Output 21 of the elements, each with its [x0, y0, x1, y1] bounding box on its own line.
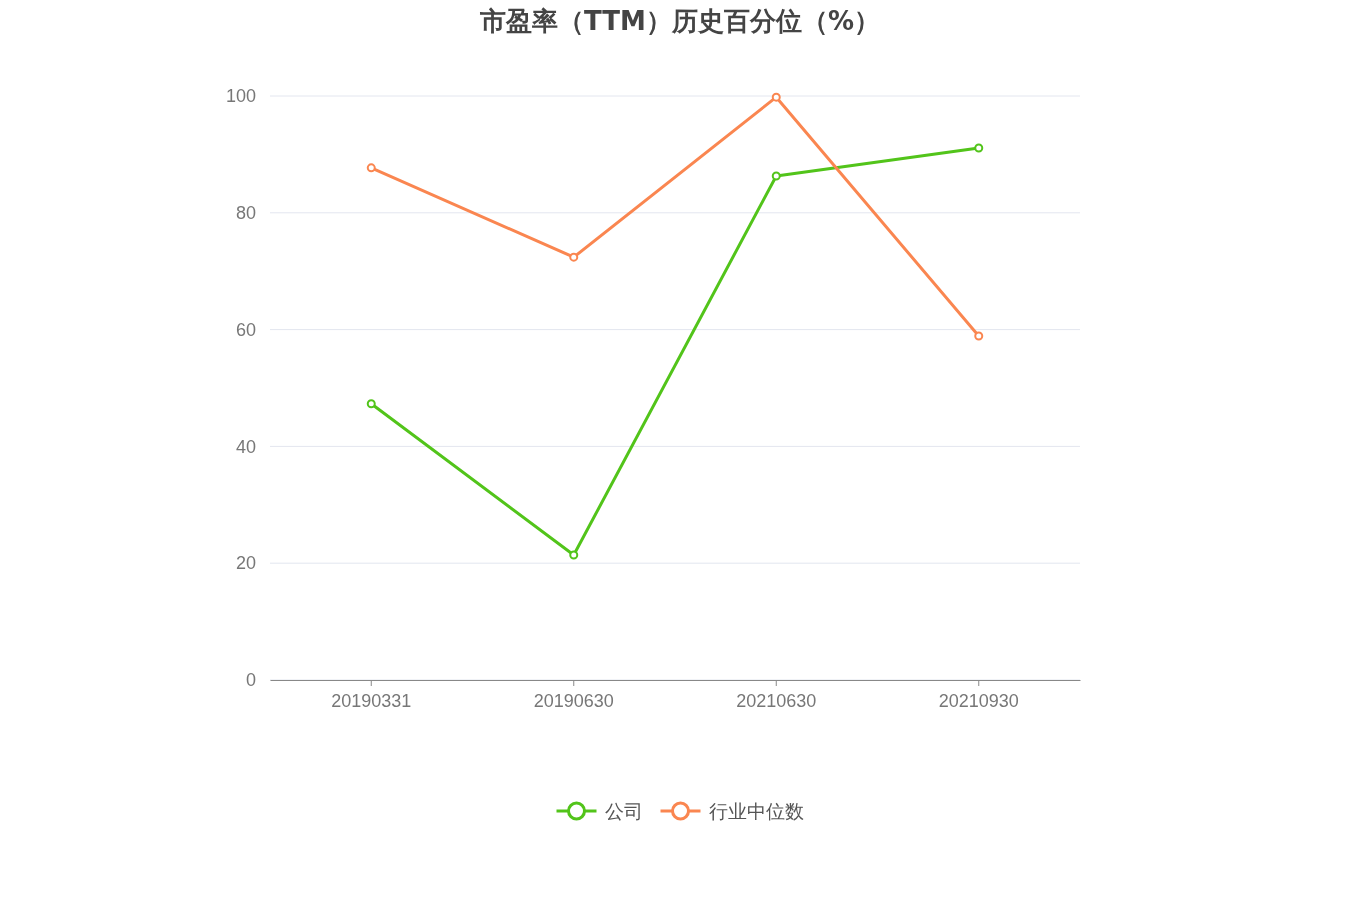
y-tick-label: 60: [235, 319, 256, 340]
y-tick-label: 0: [245, 670, 256, 691]
y-tick-label: 20: [235, 553, 256, 574]
point: [974, 143, 984, 153]
legend-label: 行业中位数: [708, 800, 804, 822]
point: [771, 171, 781, 181]
point: [366, 399, 376, 409]
point: [974, 331, 984, 341]
chart-title: 市盈率（TTM）历史百分位（%）: [479, 6, 880, 36]
y-tick-label: 80: [235, 203, 256, 224]
y-tick-label: 40: [235, 436, 256, 457]
x-tick-label: 20190630: [533, 690, 614, 711]
x-tick-label: 20210630: [736, 690, 817, 711]
y-tick-label: 100: [225, 86, 256, 107]
point: [569, 252, 579, 262]
legend-label: 公司: [604, 800, 643, 822]
x-tick-label: 20210930: [938, 690, 1019, 711]
point: [771, 92, 781, 102]
point: [366, 163, 376, 173]
x-tick-label: 20190331: [331, 690, 412, 711]
point: [569, 550, 579, 560]
